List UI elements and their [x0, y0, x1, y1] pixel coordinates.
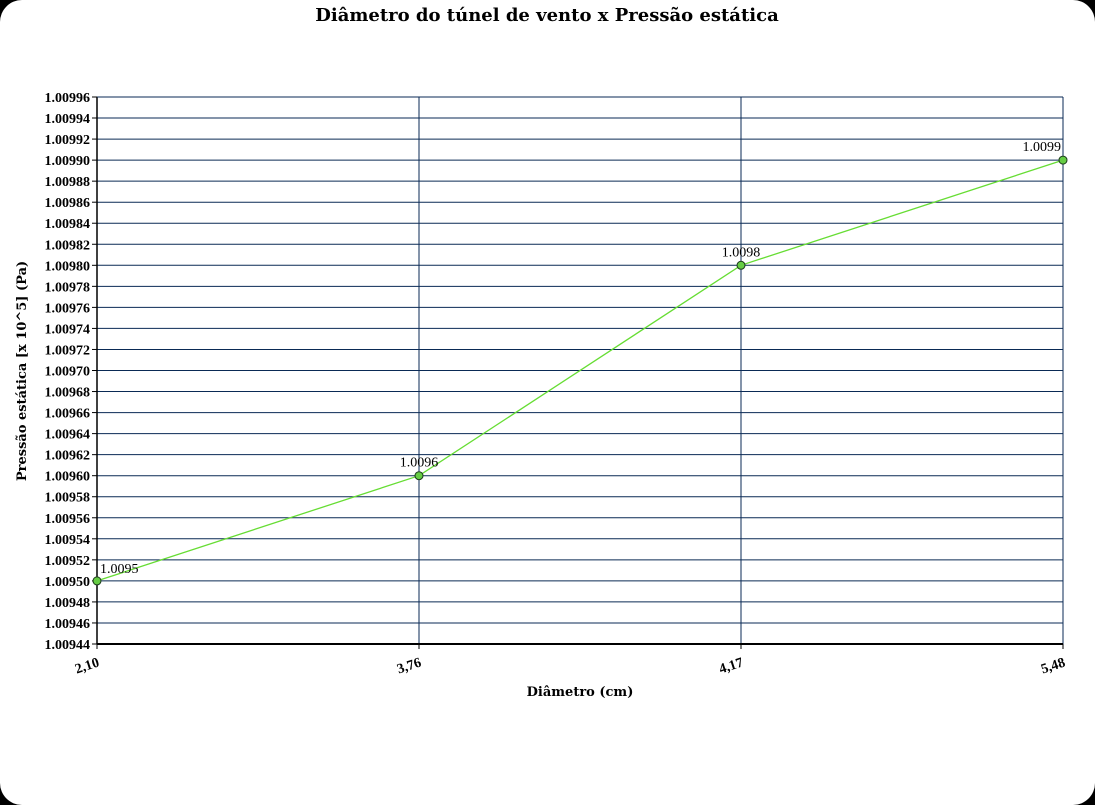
y-tick-label: 1.00966 [45, 407, 91, 422]
y-tick-label: 1.00948 [45, 596, 91, 611]
y-tick-label: 1.00980 [45, 259, 91, 274]
y-tick-label: 1.00950 [45, 575, 91, 590]
y-tick-label: 1.00962 [45, 449, 91, 464]
y-tick-label: 1.00958 [45, 491, 91, 506]
y-tick-label: 1.00970 [45, 365, 91, 380]
x-tick-label: 2,10 [73, 656, 101, 678]
x-tick-label: 3,76 [395, 656, 423, 678]
data-point [414, 471, 424, 481]
data-label: 1.0099 [1023, 140, 1062, 155]
data-point [92, 576, 102, 586]
y-tick-label: 1.00984 [45, 217, 91, 232]
data-label: 1.0098 [722, 245, 761, 260]
y-tick-labels: 1.00944 1.00946 1.00948 1.00950 1.00952 1.009… [45, 91, 91, 653]
y-tick-label: 1.00972 [45, 343, 91, 358]
y-tick-label: 1.00990 [45, 154, 91, 169]
x-tick-labels: 2,10 3,76 4,17 5,48 [73, 656, 1067, 678]
y-tick-label: 1.00986 [45, 196, 91, 211]
data-label: 1.0096 [400, 456, 439, 471]
y-tick-label: 1.00992 [45, 133, 91, 148]
x-tick-label: 4,17 [717, 656, 745, 678]
y-tick-label: 1.00978 [45, 280, 91, 295]
data-labels: 1.0095 1.0096 1.0098 1.0099 [100, 140, 1061, 577]
data-point [736, 260, 746, 270]
axes-layer [92, 96, 1064, 649]
y-axis-title: Pressão estática [x 10^5] (Pa) [15, 261, 30, 481]
y-tick-label: 1.00974 [45, 322, 91, 337]
x-axis-title: Diâmetro (cm) [527, 685, 634, 700]
data-label: 1.0095 [100, 562, 139, 577]
y-tick-label: 1.00994 [45, 112, 91, 127]
y-tick-label: 1.00996 [45, 91, 91, 106]
y-tick-label: 1.00946 [45, 617, 91, 632]
y-tick-label: 1.00964 [45, 428, 91, 443]
y-tick-label: 1.00960 [45, 470, 91, 485]
y-tick-label: 1.00968 [45, 386, 91, 401]
series-layer [92, 155, 1068, 586]
x-tick-label: 5,48 [1039, 656, 1067, 678]
y-tick-label: 1.00988 [45, 175, 91, 190]
y-tick-label: 1.00976 [45, 301, 91, 316]
y-tick-label: 1.00956 [45, 512, 91, 527]
data-point [1058, 155, 1068, 165]
y-tick-label: 1.00944 [45, 638, 91, 653]
y-tick-label: 1.00982 [45, 238, 91, 253]
series-line [96, 159, 1064, 582]
y-tick-label: 1.00954 [45, 533, 91, 548]
chart-title: Diâmetro do túnel de vento x Pressão est… [315, 5, 779, 26]
y-tick-label: 1.00952 [45, 554, 91, 569]
